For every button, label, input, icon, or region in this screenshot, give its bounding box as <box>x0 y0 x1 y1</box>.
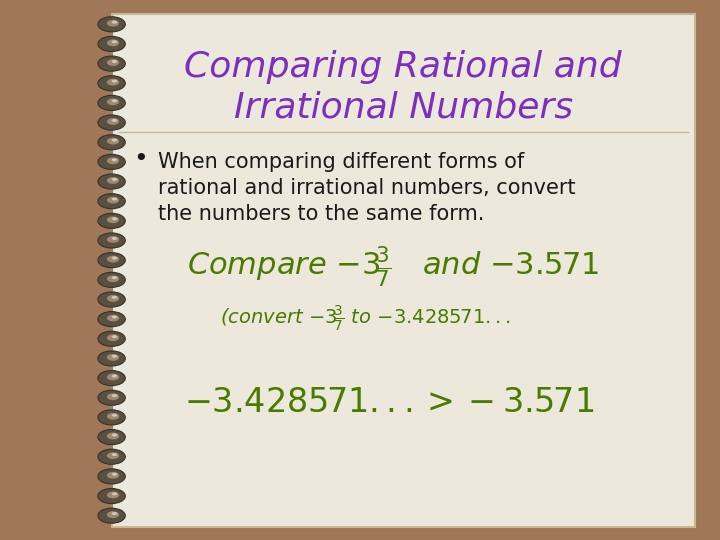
Ellipse shape <box>98 76 125 91</box>
Ellipse shape <box>107 334 120 341</box>
Ellipse shape <box>98 96 125 111</box>
Ellipse shape <box>107 236 120 243</box>
Ellipse shape <box>107 20 120 26</box>
Text: $-3.428571... > -3.571$: $-3.428571... > -3.571$ <box>184 386 594 419</box>
Text: Irrational Numbers: Irrational Numbers <box>233 91 573 125</box>
Ellipse shape <box>98 134 125 150</box>
Ellipse shape <box>98 253 125 268</box>
Ellipse shape <box>98 272 125 287</box>
Ellipse shape <box>98 489 125 504</box>
Ellipse shape <box>112 21 117 24</box>
Ellipse shape <box>98 331 125 346</box>
Ellipse shape <box>98 154 125 170</box>
Ellipse shape <box>112 492 117 495</box>
Text: the numbers to the same form.: the numbers to the same form. <box>158 204 485 224</box>
Text: When comparing different forms of: When comparing different forms of <box>158 152 525 172</box>
Ellipse shape <box>98 390 125 406</box>
Ellipse shape <box>107 315 120 321</box>
Ellipse shape <box>107 217 120 223</box>
Ellipse shape <box>112 276 117 279</box>
Ellipse shape <box>112 178 117 181</box>
Ellipse shape <box>112 119 117 122</box>
Ellipse shape <box>112 79 117 83</box>
Text: rational and irrational numbers, convert: rational and irrational numbers, convert <box>158 178 576 198</box>
Ellipse shape <box>112 355 117 358</box>
Ellipse shape <box>107 491 120 498</box>
Ellipse shape <box>112 40 117 43</box>
Ellipse shape <box>112 158 117 161</box>
Ellipse shape <box>107 433 120 440</box>
Ellipse shape <box>98 312 125 327</box>
Ellipse shape <box>112 99 117 102</box>
Ellipse shape <box>98 213 125 228</box>
Ellipse shape <box>112 394 117 397</box>
Ellipse shape <box>112 374 117 377</box>
Ellipse shape <box>98 370 125 386</box>
Ellipse shape <box>112 453 117 456</box>
Text: (convert $-3\!\frac{3}{7}$ to $-3.428571...$: (convert $-3\!\frac{3}{7}$ to $-3.428571… <box>220 303 510 334</box>
Ellipse shape <box>107 138 120 145</box>
Ellipse shape <box>112 237 117 240</box>
Ellipse shape <box>107 39 120 46</box>
Ellipse shape <box>107 158 120 164</box>
Ellipse shape <box>98 233 125 248</box>
Ellipse shape <box>112 256 117 260</box>
Ellipse shape <box>107 255 120 262</box>
Ellipse shape <box>98 56 125 71</box>
Ellipse shape <box>98 469 125 484</box>
Ellipse shape <box>112 60 117 63</box>
Ellipse shape <box>107 275 120 282</box>
Ellipse shape <box>98 449 125 464</box>
Ellipse shape <box>98 115 125 130</box>
Ellipse shape <box>98 351 125 366</box>
Ellipse shape <box>107 354 120 361</box>
Ellipse shape <box>107 118 120 125</box>
Ellipse shape <box>98 429 125 444</box>
Ellipse shape <box>107 79 120 85</box>
Ellipse shape <box>98 292 125 307</box>
Ellipse shape <box>98 174 125 189</box>
Ellipse shape <box>107 393 120 400</box>
Ellipse shape <box>112 472 117 476</box>
Text: •: • <box>133 147 148 171</box>
Ellipse shape <box>107 413 120 420</box>
Ellipse shape <box>112 296 117 299</box>
Text: Compare $-3\!\frac{3}{7}$   and $-3.571$: Compare $-3\!\frac{3}{7}$ and $-3.571$ <box>187 245 599 290</box>
Ellipse shape <box>112 315 117 319</box>
Ellipse shape <box>98 194 125 209</box>
Ellipse shape <box>107 511 120 518</box>
Ellipse shape <box>112 139 117 141</box>
Ellipse shape <box>112 217 117 220</box>
Ellipse shape <box>112 335 117 338</box>
Ellipse shape <box>98 410 125 425</box>
Ellipse shape <box>112 434 117 436</box>
Ellipse shape <box>107 59 120 66</box>
Ellipse shape <box>107 374 120 380</box>
Ellipse shape <box>112 198 117 200</box>
Text: Comparing Rational and: Comparing Rational and <box>184 51 622 84</box>
Ellipse shape <box>98 36 125 51</box>
FancyBboxPatch shape <box>112 14 695 526</box>
Ellipse shape <box>98 17 125 32</box>
Ellipse shape <box>112 414 117 417</box>
Ellipse shape <box>107 177 120 184</box>
Ellipse shape <box>98 508 125 523</box>
Ellipse shape <box>107 197 120 204</box>
Ellipse shape <box>107 295 120 302</box>
Ellipse shape <box>107 452 120 459</box>
Ellipse shape <box>107 472 120 478</box>
Ellipse shape <box>112 512 117 515</box>
Ellipse shape <box>107 98 120 105</box>
